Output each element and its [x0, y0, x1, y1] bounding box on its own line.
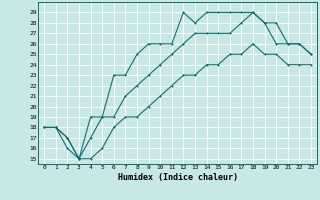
X-axis label: Humidex (Indice chaleur): Humidex (Indice chaleur) — [118, 173, 238, 182]
